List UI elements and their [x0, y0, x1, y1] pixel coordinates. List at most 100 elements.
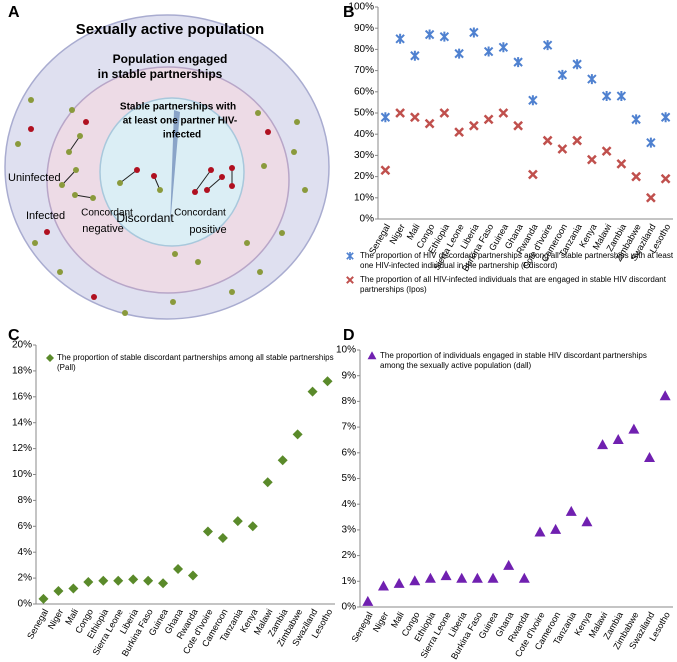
data-point — [503, 559, 515, 570]
data-point — [487, 572, 499, 583]
data-point — [469, 27, 479, 38]
data-point — [232, 516, 243, 527]
diagram-label: Population engaged — [113, 52, 228, 66]
data-point — [456, 572, 468, 583]
diagram-label: Discordant — [116, 211, 174, 225]
data-point — [424, 118, 435, 129]
y-tick-label: 40% — [354, 129, 374, 140]
data-point — [439, 108, 450, 118]
panel-label: D — [343, 327, 355, 344]
data-point — [586, 154, 597, 165]
diagram: A Sexually active population Population … — [4, 4, 330, 320]
data-point — [68, 583, 79, 594]
y-tick-label: 30% — [354, 150, 374, 161]
y-tick-label: 70% — [354, 65, 374, 76]
y-tick-label: 0% — [360, 214, 375, 225]
data-point — [644, 451, 656, 462]
divider — [170, 110, 180, 226]
y-tick-label: 10% — [12, 469, 32, 480]
data-point — [612, 433, 624, 444]
legend-text: The proportion of all HIV-infected indiv… — [360, 275, 666, 294]
diagram-label: Uninfected — [8, 172, 61, 184]
y-tick-label: 4% — [18, 547, 33, 558]
diagram-label: Concordant — [81, 208, 133, 219]
data-point — [158, 578, 169, 589]
y-tick-label: 90% — [354, 23, 374, 34]
data-point — [98, 575, 109, 586]
y-tick-label: 6% — [18, 521, 33, 532]
y-tick-label: 20% — [12, 340, 32, 351]
y-tick-label: 80% — [354, 44, 374, 55]
data-point — [542, 135, 553, 146]
data-point — [380, 112, 391, 123]
diagram-label: Stable partnerships with — [120, 102, 236, 113]
data-point — [534, 526, 546, 537]
diagram-label: Concordant — [174, 208, 226, 219]
partnership-dots — [59, 133, 235, 201]
diagram-label: Sexually active population — [76, 21, 264, 38]
data-point — [292, 429, 303, 440]
data-point — [409, 112, 420, 123]
x-tick-label: Niger — [387, 222, 406, 246]
y-tick-label: 12% — [12, 443, 32, 454]
legend-marker — [46, 354, 54, 362]
data-point — [572, 59, 582, 70]
diagram-label: positive — [189, 224, 226, 236]
data-point — [528, 95, 538, 106]
data-point — [322, 376, 333, 387]
data-point — [247, 521, 258, 532]
data-point — [601, 146, 612, 157]
data-point — [38, 593, 49, 604]
y-tick-label: 7% — [342, 422, 357, 433]
y-tick-label: 50% — [354, 108, 374, 119]
data-point — [483, 46, 494, 57]
diagram-label: in stable partnerships — [98, 67, 223, 81]
data-point — [424, 572, 436, 583]
data-point — [631, 114, 641, 125]
data-point — [262, 477, 273, 488]
data-point — [597, 439, 609, 450]
legend-text: The proportion of stable discordant part… — [57, 353, 334, 372]
y-tick-label: 20% — [354, 171, 374, 182]
data-point — [454, 48, 464, 59]
y-tick-label: 0% — [342, 602, 357, 613]
data-point — [395, 108, 406, 118]
data-point — [439, 31, 450, 42]
data-point — [440, 570, 452, 581]
data-point — [173, 564, 184, 575]
data-point — [395, 33, 405, 44]
y-tick-label: 1% — [342, 576, 357, 587]
y-tick-label: 60% — [354, 86, 374, 97]
data-point — [187, 570, 198, 581]
data-point — [518, 572, 530, 583]
y-tick-label: 9% — [342, 370, 357, 381]
data-point — [307, 386, 318, 397]
data-point — [471, 572, 483, 583]
y-tick-label: 2% — [342, 550, 357, 561]
y-tick-label: 8% — [342, 396, 357, 407]
legend-text: The proportion of HIV discordant partner… — [360, 251, 674, 270]
data-point — [113, 575, 124, 586]
y-tick-label: 8% — [18, 495, 33, 506]
data-point — [424, 29, 435, 40]
legend-text: The proportion of individuals engaged in… — [380, 351, 647, 370]
data-point — [587, 74, 597, 85]
infected-dots — [28, 119, 271, 300]
data-point — [660, 112, 671, 123]
data-point — [128, 574, 139, 585]
panel-label: A — [8, 4, 20, 21]
data-point — [631, 171, 642, 182]
data-point — [410, 50, 420, 61]
y-tick-label: 18% — [12, 366, 32, 377]
y-tick-label: 4% — [342, 499, 357, 510]
data-point — [202, 526, 213, 537]
y-tick-label: 5% — [342, 473, 357, 484]
data-point — [53, 586, 64, 597]
data-point — [601, 91, 612, 102]
data-point — [581, 516, 593, 527]
data-point — [217, 532, 228, 543]
legend-marker — [367, 351, 377, 360]
y-tick-label: 10% — [336, 345, 356, 356]
data-point — [660, 173, 671, 184]
